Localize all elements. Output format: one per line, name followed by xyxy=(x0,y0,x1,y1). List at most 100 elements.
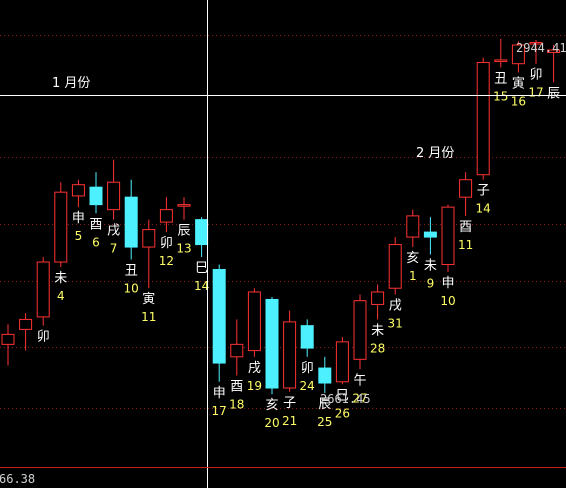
candle-body xyxy=(442,207,454,264)
candle xyxy=(424,217,436,254)
branch-label: 卯 xyxy=(301,361,314,376)
candle xyxy=(407,210,419,247)
branch-label: 寅 xyxy=(142,291,155,307)
candle-body xyxy=(37,262,49,317)
branch-label: 子 xyxy=(283,396,296,411)
branch-label: 酉 xyxy=(459,220,472,235)
branch-label: 戌 xyxy=(248,361,261,376)
candle-body xyxy=(213,270,225,364)
branch-label: 酉 xyxy=(230,380,243,395)
candle xyxy=(37,257,49,326)
day-label: 10 xyxy=(124,282,139,296)
branch-label: 酉 xyxy=(89,217,102,232)
branch-label: 申 xyxy=(72,211,85,226)
day-label: 26 xyxy=(335,406,350,420)
branch-label: 寅 xyxy=(512,75,525,91)
branch-label: 辰 xyxy=(177,224,190,239)
day-label: 25 xyxy=(317,415,332,429)
branch-label: 未 xyxy=(54,271,67,286)
day-label: 17 xyxy=(212,404,227,418)
day-label: 14 xyxy=(194,279,209,293)
candle xyxy=(2,324,14,365)
candle xyxy=(72,180,84,207)
candle xyxy=(301,319,313,356)
candle-body xyxy=(231,344,243,356)
branch-label: 未 xyxy=(371,323,384,338)
high-value-label: 2944.41 xyxy=(516,41,566,55)
branch-label: 亥 xyxy=(265,398,278,413)
branch-label: 申 xyxy=(441,276,454,291)
candle xyxy=(178,197,190,219)
branch-label: 卯 xyxy=(529,68,542,83)
day-label: 20 xyxy=(264,416,279,430)
candle xyxy=(108,160,120,220)
candle xyxy=(90,172,102,213)
branch-label: 戌 xyxy=(107,224,120,239)
candle-body xyxy=(336,342,348,382)
candles xyxy=(2,39,560,394)
day-label: 17 xyxy=(528,86,543,100)
day-label: 10 xyxy=(440,294,455,308)
candle-body xyxy=(72,185,84,196)
day-label: 13 xyxy=(176,242,191,256)
branch-label: 丑 xyxy=(125,264,138,279)
day-label: 5 xyxy=(75,229,83,243)
candle-body xyxy=(143,230,155,247)
day-label: 12 xyxy=(159,254,174,268)
branch-label: 亥 xyxy=(406,251,419,266)
candle xyxy=(460,172,472,216)
candle-body xyxy=(424,232,436,237)
candle-body xyxy=(248,292,260,351)
day-label: 31 xyxy=(388,316,403,330)
day-label: 6 xyxy=(92,235,100,249)
candle-body xyxy=(284,322,296,388)
branch-label: 未 xyxy=(424,259,437,274)
month-label-jan: 1 月份 xyxy=(52,76,90,91)
candle xyxy=(248,288,260,357)
candle-body xyxy=(495,60,507,62)
candle-body xyxy=(407,216,419,237)
day-label: 24 xyxy=(300,379,315,393)
candle xyxy=(442,205,454,272)
branch-label: 丑 xyxy=(494,71,507,86)
candle xyxy=(495,39,507,68)
candle xyxy=(372,284,384,319)
branch-label: 巳 xyxy=(195,261,208,276)
candle-body xyxy=(160,210,172,222)
candle-body xyxy=(389,245,401,289)
candle xyxy=(354,294,366,369)
candle xyxy=(231,319,243,375)
day-label: 11 xyxy=(141,310,156,324)
branch-label: 午 xyxy=(353,373,366,388)
month-label-feb: 2 月份 xyxy=(416,146,454,161)
day-label: 19 xyxy=(247,379,262,393)
candle-body xyxy=(460,180,472,197)
candle-body xyxy=(196,220,208,245)
candle-body xyxy=(319,368,331,383)
candle-body xyxy=(55,192,67,262)
day-label: 14 xyxy=(476,202,491,216)
candle-body xyxy=(354,301,366,360)
branch-label: 申 xyxy=(213,386,226,401)
candle xyxy=(266,297,278,394)
day-label: 16 xyxy=(511,94,526,108)
candle xyxy=(196,217,208,257)
candle xyxy=(213,265,225,382)
day-label: 4 xyxy=(57,289,65,303)
candle xyxy=(160,197,172,232)
candle xyxy=(125,180,137,260)
candle xyxy=(319,357,331,393)
branch-label: 卯 xyxy=(37,330,50,345)
candle xyxy=(284,311,296,392)
day-label: 11 xyxy=(458,238,473,252)
branch-label: 卯 xyxy=(160,236,173,251)
candle-body xyxy=(178,205,190,207)
candle-body xyxy=(266,299,278,388)
candle-body xyxy=(108,182,120,209)
candle xyxy=(477,57,489,179)
candle-body xyxy=(125,197,137,247)
axis-value-label: 66.38 xyxy=(0,472,35,486)
branch-label: 戌 xyxy=(389,298,402,313)
candle-body xyxy=(477,62,489,174)
